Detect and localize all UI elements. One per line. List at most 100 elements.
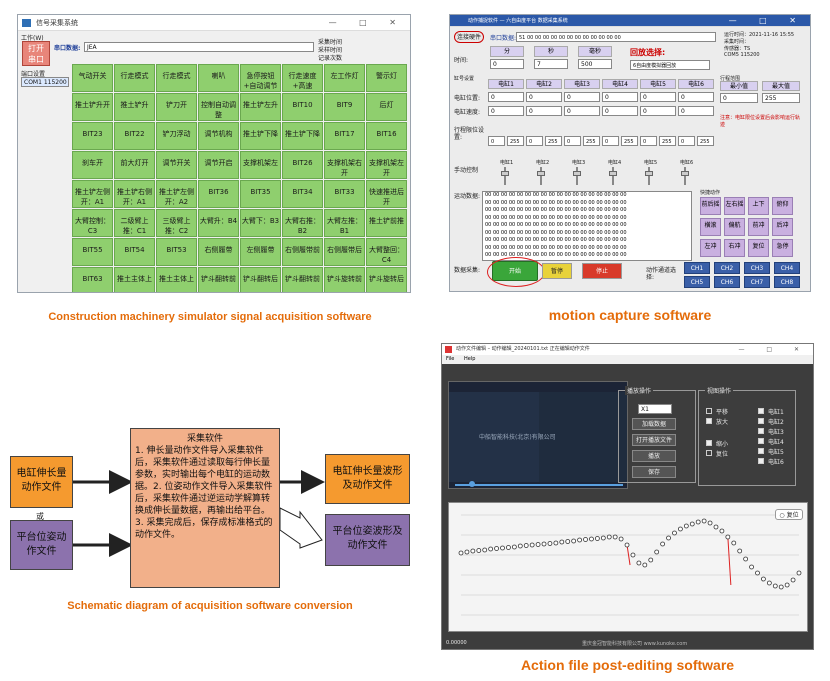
slider-track[interactable] [540, 167, 542, 185]
chart-point[interactable] [594, 536, 600, 541]
limit-field[interactable]: 255 [545, 136, 562, 146]
load-data-button[interactable]: 加载数据 [632, 418, 676, 430]
save-button[interactable]: 保存 [632, 466, 676, 478]
view-checkbox[interactable] [706, 450, 712, 456]
pause-button[interactable]: 暂停 [542, 263, 572, 279]
limit-field[interactable]: 255 [507, 136, 524, 146]
chart-point[interactable] [535, 542, 541, 547]
chart-point[interactable] [547, 541, 553, 546]
serial-data-field[interactable]: JEA [84, 42, 314, 52]
chart-point[interactable] [743, 556, 749, 562]
signal-cell[interactable]: 推土铲升开 [72, 93, 113, 121]
quick-action-pad[interactable]: 后冲 [772, 218, 793, 236]
chart-point[interactable] [458, 550, 464, 556]
signal-cell[interactable]: 铲斗翻转前 [198, 267, 239, 292]
signal-cell[interactable]: BIT54 [114, 238, 155, 266]
chart-point[interactable] [476, 548, 482, 553]
open-serial-button[interactable]: 打开 串口 [22, 41, 50, 66]
chart-point[interactable] [559, 539, 565, 545]
quick-action-pad[interactable]: 左右摇 [724, 197, 745, 215]
signal-cell[interactable]: 调节机构 [198, 122, 239, 150]
chart-point[interactable] [707, 520, 713, 526]
chart-point[interactable] [571, 538, 577, 544]
cylinder-value-field[interactable]: 0 [488, 92, 524, 102]
signal-cell[interactable]: 行走速度+高速 [282, 64, 323, 92]
play-button[interactable]: 播放 [632, 450, 676, 462]
signal-cell[interactable]: 大臂右推：B2 [282, 209, 323, 237]
chart-point[interactable] [761, 576, 766, 582]
chart-point[interactable] [778, 584, 784, 590]
chart-point[interactable] [796, 570, 802, 576]
chart-point[interactable] [666, 535, 671, 541]
slider-thumb[interactable] [537, 171, 545, 176]
limit-field[interactable]: 255 [659, 136, 676, 146]
slider-thumb[interactable] [645, 171, 653, 176]
signal-cell[interactable]: 铲斗旋转前 [324, 267, 365, 292]
channel-button[interactable]: CH8 [774, 276, 800, 288]
slider-thumb[interactable] [609, 171, 617, 176]
signal-cell[interactable]: 大臂左推：B1 [324, 209, 365, 237]
chart-point[interactable] [755, 570, 760, 576]
window-controls[interactable]: — □ ✕ [328, 18, 406, 27]
signal-cell[interactable]: 三级臂上推：C2 [156, 209, 197, 237]
signal-cell[interactable]: 铲刀浮动 [156, 122, 197, 150]
video-preview[interactable]: 中船智能科技(北京)有限公司 [448, 381, 628, 489]
signal-cell[interactable]: 大臂升：B4 [198, 209, 239, 237]
signal-cell[interactable]: 推土铲左侧开：A2 [156, 180, 197, 208]
chart-point[interactable] [488, 546, 494, 552]
view-checkbox[interactable] [706, 418, 712, 424]
menu-work[interactable]: 工作(W) [21, 35, 44, 42]
chart-point[interactable] [648, 557, 654, 563]
slider-track[interactable] [504, 167, 506, 185]
chart-point[interactable] [654, 549, 660, 555]
signal-cell[interactable]: 调节开启 [198, 151, 239, 179]
mocap-window-controls[interactable]: — □ ✕ [728, 16, 806, 25]
limit-field[interactable]: 255 [621, 136, 638, 146]
menu-file[interactable]: File [446, 356, 455, 362]
chart-point[interactable] [630, 552, 636, 558]
channel-button[interactable]: CH6 [714, 276, 740, 288]
signal-cell[interactable]: 推土主体上 [156, 267, 197, 292]
chart-point[interactable] [784, 582, 790, 588]
quick-action-pad[interactable]: 右冲 [724, 239, 745, 257]
stop-button[interactable]: 停止 [582, 263, 622, 279]
chart-point[interactable] [494, 546, 499, 551]
signal-cell[interactable]: 后灯 [366, 93, 407, 121]
slider-track[interactable] [648, 167, 650, 185]
quick-action-pad[interactable]: 横滚 [700, 218, 721, 236]
signal-cell[interactable]: 推土铲左升 [240, 93, 281, 121]
signal-cell[interactable]: 推土铲左侧开：A1 [72, 180, 113, 208]
editor-window-controls[interactable]: — □ ✕ [738, 346, 809, 353]
signal-cell[interactable]: 前大灯开 [114, 151, 155, 179]
cylinder-value-field[interactable]: 0 [488, 106, 524, 116]
signal-cell[interactable]: 推土铲下降 [282, 122, 323, 150]
range-min-field[interactable]: 0 [720, 93, 758, 103]
signal-cell[interactable]: BIT33 [324, 180, 365, 208]
signal-cell[interactable]: BIT36 [198, 180, 239, 208]
mocap-serial-field[interactable]: 51 00 00 00 00 00 00 00 00 00 00 00 00 [516, 32, 716, 42]
chart-point[interactable] [749, 564, 754, 570]
slider-thumb[interactable] [573, 171, 581, 176]
signal-cell[interactable]: 大臂下：B3 [240, 209, 281, 237]
signal-cell[interactable]: BIT55 [72, 238, 113, 266]
signal-cell[interactable]: 推土铲升 [114, 93, 155, 121]
signal-cell[interactable]: 右侧履带前 [282, 238, 323, 266]
chart-point[interactable] [583, 537, 588, 542]
signal-cell[interactable]: 推土铲右侧开：A1 [114, 180, 155, 208]
limit-field[interactable]: 0 [526, 136, 543, 146]
quick-action-pad[interactable]: 前冲 [748, 218, 769, 236]
chart-point[interactable] [506, 545, 511, 550]
signal-cell[interactable]: 推土主体上 [114, 267, 155, 292]
signal-cell[interactable]: BIT23 [72, 122, 113, 150]
chart-point[interactable] [612, 534, 618, 540]
signal-cell[interactable]: 铲刀开 [156, 93, 197, 121]
quick-action-pad[interactable]: 偏航 [724, 218, 745, 236]
axis-checkbox[interactable] [758, 408, 764, 414]
action-curve-chart[interactable] [449, 503, 809, 633]
signal-cell[interactable]: 铲斗翻转后 [240, 267, 281, 292]
quick-action-pad[interactable]: 前后摇 [700, 197, 721, 215]
signal-cell[interactable]: 铲斗旋转后 [366, 267, 407, 292]
view-checkbox[interactable] [706, 440, 712, 446]
signal-cell[interactable]: 左侧履带 [240, 238, 281, 266]
channel-button[interactable]: CH2 [714, 262, 740, 274]
